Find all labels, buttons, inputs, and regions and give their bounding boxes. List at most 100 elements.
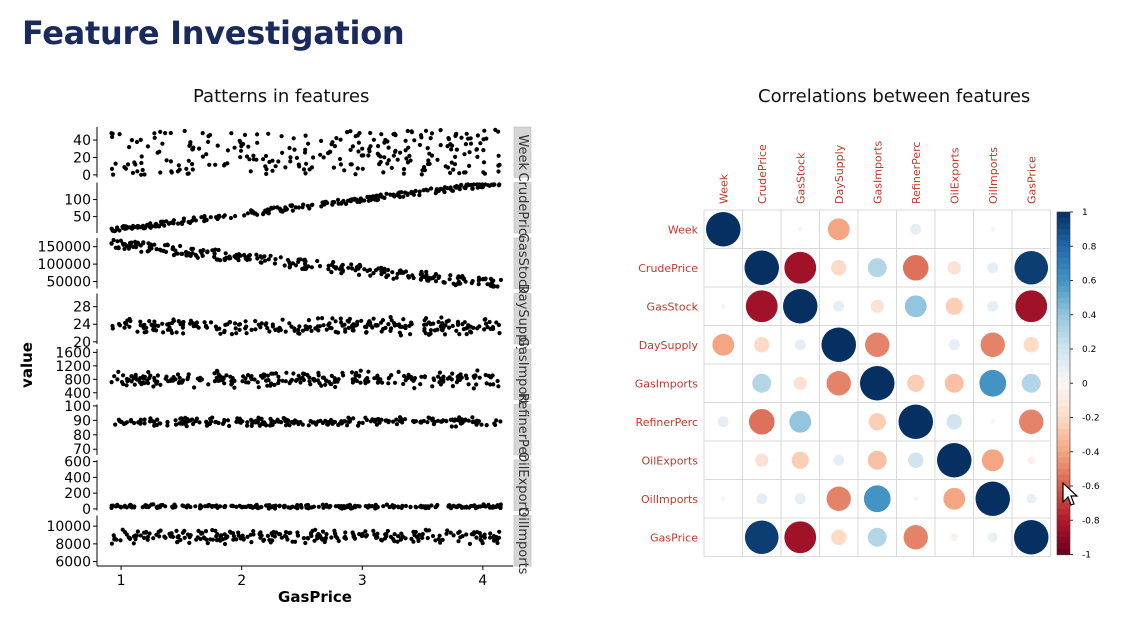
data-point bbox=[342, 322, 347, 327]
data-point bbox=[492, 421, 497, 426]
data-point bbox=[409, 129, 414, 134]
data-point bbox=[397, 194, 403, 200]
data-point bbox=[419, 271, 424, 276]
data-point bbox=[470, 186, 475, 191]
data-point bbox=[315, 258, 320, 264]
data-point bbox=[427, 416, 432, 421]
data-point bbox=[387, 504, 392, 510]
data-point bbox=[319, 204, 324, 209]
data-point bbox=[396, 369, 401, 374]
data-point bbox=[264, 171, 269, 176]
data-point bbox=[454, 380, 459, 385]
data-point bbox=[491, 504, 496, 509]
x-axis: 1 2 3 4 bbox=[97, 565, 513, 589]
data-point bbox=[338, 137, 343, 142]
data-point bbox=[129, 225, 134, 230]
data-point bbox=[288, 203, 293, 208]
data-point bbox=[309, 203, 314, 208]
data-point bbox=[152, 419, 157, 424]
colorbar-segment bbox=[1057, 520, 1070, 527]
data-point bbox=[424, 528, 429, 533]
data-point bbox=[436, 319, 441, 325]
data-point bbox=[255, 132, 260, 137]
data-point bbox=[346, 265, 351, 270]
corr-circle bbox=[868, 413, 886, 431]
data-point bbox=[350, 380, 355, 385]
data-point bbox=[358, 368, 363, 373]
data-point bbox=[222, 504, 227, 509]
colorbar-segment bbox=[1057, 212, 1070, 219]
data-point bbox=[485, 282, 490, 287]
data-point bbox=[225, 418, 231, 423]
data-point bbox=[481, 276, 486, 282]
data-point bbox=[149, 243, 154, 248]
data-point bbox=[283, 533, 288, 538]
data-point bbox=[458, 535, 463, 540]
data-point bbox=[283, 530, 289, 535]
data-point bbox=[294, 155, 299, 160]
data-point bbox=[454, 328, 459, 333]
data-point bbox=[484, 381, 489, 386]
data-point bbox=[389, 318, 394, 323]
data-point bbox=[109, 241, 114, 246]
data-point bbox=[464, 505, 469, 510]
data-point bbox=[392, 193, 397, 198]
data-point bbox=[321, 323, 326, 328]
data-point bbox=[464, 131, 469, 136]
data-point bbox=[155, 150, 160, 155]
data-point bbox=[292, 147, 297, 152]
data-point bbox=[315, 533, 320, 538]
data-point bbox=[488, 283, 493, 288]
data-point bbox=[384, 532, 389, 537]
data-point bbox=[399, 505, 404, 510]
data-point bbox=[176, 221, 181, 226]
data-point bbox=[375, 194, 380, 199]
data-point bbox=[365, 268, 370, 273]
data-point bbox=[225, 322, 230, 327]
colorbar-segment bbox=[1057, 508, 1070, 516]
data-point bbox=[343, 534, 348, 539]
data-point bbox=[481, 148, 486, 153]
data-point bbox=[409, 536, 414, 541]
data-point bbox=[273, 164, 278, 169]
data-point bbox=[266, 506, 271, 511]
corr-circle bbox=[717, 416, 729, 428]
data-point bbox=[324, 378, 329, 383]
data-point bbox=[488, 326, 493, 331]
corr-circle bbox=[1014, 520, 1049, 555]
data-point bbox=[265, 326, 270, 331]
data-point bbox=[219, 537, 224, 542]
data-point bbox=[350, 144, 355, 149]
data-point bbox=[173, 418, 178, 423]
corr-circle bbox=[902, 254, 929, 281]
data-point bbox=[122, 504, 127, 509]
data-point bbox=[212, 251, 217, 256]
data-point bbox=[320, 316, 325, 321]
data-point bbox=[205, 541, 210, 546]
data-point bbox=[360, 166, 365, 171]
data-point bbox=[202, 320, 207, 325]
data-point bbox=[435, 418, 441, 423]
data-point bbox=[408, 332, 413, 337]
data-point bbox=[116, 369, 121, 374]
corr-circle bbox=[867, 527, 887, 547]
data-point bbox=[360, 531, 365, 536]
data-point bbox=[453, 283, 458, 288]
x-tick-label: 1 bbox=[117, 573, 126, 589]
data-point bbox=[462, 170, 467, 175]
data-point bbox=[242, 132, 248, 137]
data-point bbox=[340, 269, 345, 274]
data-point bbox=[164, 219, 169, 224]
data-point bbox=[404, 156, 409, 161]
data-point bbox=[181, 218, 186, 224]
data-point bbox=[256, 385, 261, 390]
data-point bbox=[449, 377, 454, 382]
data-point bbox=[268, 253, 273, 258]
data-point bbox=[190, 167, 195, 172]
data-point bbox=[380, 380, 385, 385]
data-point bbox=[132, 382, 137, 387]
data-point bbox=[384, 502, 389, 507]
data-point bbox=[450, 384, 455, 389]
data-point bbox=[386, 322, 391, 327]
